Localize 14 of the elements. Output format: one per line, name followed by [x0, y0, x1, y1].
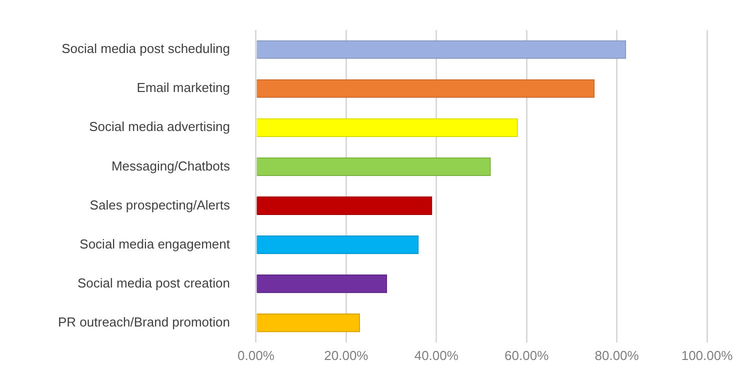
y-tick-label: Social media advertising [89, 119, 230, 134]
x-tick-label: 80.00% [594, 348, 640, 363]
x-tick-label: 20.00% [324, 348, 369, 363]
y-tick-label: Sales prospecting/Alerts [90, 197, 230, 212]
y-tick-label: PR outreach/Brand promotion [58, 314, 230, 330]
x-tick-label: 40.00% [414, 348, 459, 363]
y-tick-label: Messaging/Chatbots [111, 158, 230, 174]
x-tick-label: 0.00% [238, 348, 275, 363]
x-tick-label: 100.00% [681, 348, 734, 363]
x-tick-label: 60.00% [504, 348, 550, 363]
y-tick-label: Email marketing [136, 80, 230, 96]
y-tick-label: Social media post scheduling [62, 41, 230, 56]
y-tick-label: Social media engagement [80, 236, 230, 252]
y-tick-label: Social media post creation [78, 275, 230, 290]
